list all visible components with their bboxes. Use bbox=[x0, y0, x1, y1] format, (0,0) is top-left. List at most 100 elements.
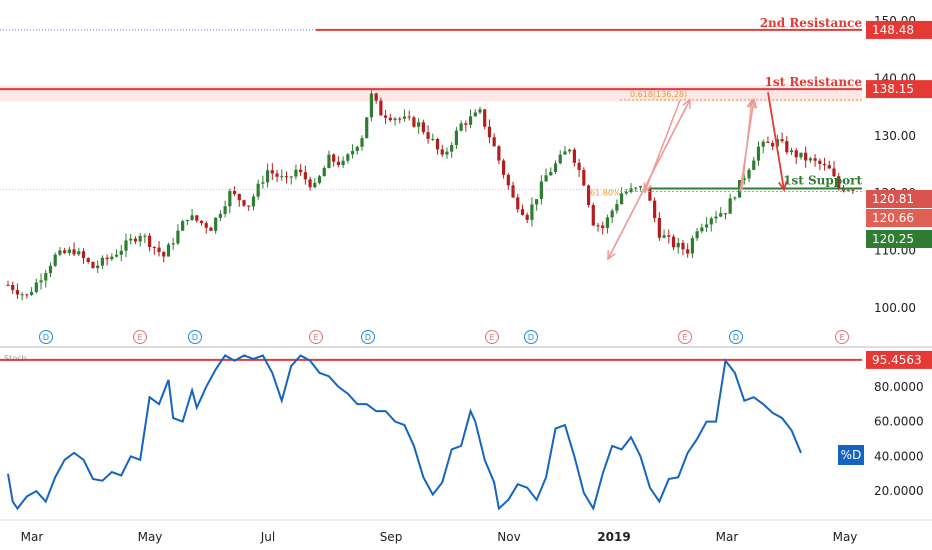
candle-body bbox=[714, 216, 718, 219]
candle-body bbox=[417, 122, 421, 127]
candle-body bbox=[577, 162, 581, 170]
event-marker bbox=[485, 330, 499, 344]
candle-body bbox=[313, 182, 317, 188]
event-marker bbox=[524, 330, 538, 344]
candle-body bbox=[487, 126, 492, 138]
candle-body bbox=[317, 176, 322, 183]
candle-body bbox=[742, 178, 746, 180]
candle-body bbox=[176, 230, 180, 244]
candle-body bbox=[336, 161, 340, 166]
candle-body bbox=[280, 176, 284, 178]
resistance-zone bbox=[0, 85, 862, 102]
arrow-projected-up-b-head bbox=[746, 98, 756, 109]
candle-body bbox=[511, 185, 515, 198]
candle-body bbox=[827, 165, 831, 169]
stoch-axis-tick: 80.0000 bbox=[874, 380, 924, 394]
candle-body bbox=[549, 171, 553, 176]
candle-body bbox=[780, 139, 784, 142]
candle-body bbox=[44, 273, 48, 281]
stoch-level-badge: 95.4563 bbox=[872, 353, 922, 367]
candle-body bbox=[719, 213, 723, 217]
badge-price-b-bg bbox=[866, 209, 932, 227]
candle-body bbox=[440, 149, 444, 155]
candle-body bbox=[553, 163, 558, 172]
candle-body bbox=[384, 115, 388, 118]
candle-body bbox=[653, 200, 657, 219]
badge-price-a: 120.81 bbox=[872, 192, 914, 206]
candle-body bbox=[516, 197, 520, 210]
candle-body bbox=[209, 227, 213, 231]
candle-body bbox=[756, 146, 761, 161]
candle-body bbox=[723, 213, 728, 215]
candle-body bbox=[402, 116, 407, 119]
candle-body bbox=[166, 244, 171, 257]
candle-body bbox=[6, 284, 10, 286]
candle-body bbox=[322, 168, 326, 177]
candle-body bbox=[48, 265, 53, 274]
candle-body bbox=[204, 223, 208, 228]
candle-body bbox=[563, 151, 567, 155]
badge-2nd-resistance-bg bbox=[866, 20, 932, 39]
candle-body bbox=[506, 174, 510, 186]
candle-body bbox=[365, 117, 369, 139]
candle-body bbox=[700, 227, 704, 232]
fib-label-upper: 0.618(136.28) bbox=[630, 90, 687, 99]
candle-body bbox=[228, 190, 232, 207]
candle-body bbox=[426, 132, 430, 139]
candle-body bbox=[119, 250, 123, 255]
candle-body bbox=[572, 149, 576, 163]
stoch-axis-tick: 40.0000 bbox=[874, 449, 924, 463]
candle-body bbox=[256, 183, 260, 197]
badge-2nd-resistance: 148.48 bbox=[872, 23, 914, 37]
candle-body bbox=[30, 292, 34, 295]
candle-body bbox=[20, 294, 24, 296]
candle-body bbox=[303, 172, 307, 180]
candle-body bbox=[294, 169, 298, 177]
event-marker-label: E bbox=[839, 333, 844, 342]
candle-body bbox=[808, 158, 812, 161]
candle-body bbox=[704, 224, 709, 228]
event-marker bbox=[133, 330, 147, 344]
event-marker-label: D bbox=[733, 333, 739, 342]
candle-body bbox=[459, 123, 463, 131]
stoch-series-tag: %D bbox=[841, 448, 862, 462]
candle-body bbox=[648, 189, 652, 201]
candle-body bbox=[407, 116, 411, 118]
candle-body bbox=[270, 170, 274, 174]
candle-body bbox=[832, 168, 836, 177]
candle-body bbox=[624, 192, 628, 194]
candle-body bbox=[332, 154, 336, 162]
candle-body bbox=[620, 193, 624, 205]
stoch-title: Stoch bbox=[4, 354, 27, 363]
arrow-rally-down-a-head bbox=[607, 250, 616, 261]
candle-body bbox=[676, 242, 680, 248]
event-marker bbox=[729, 330, 743, 344]
candle-body bbox=[804, 152, 808, 161]
event-marker-label: E bbox=[313, 333, 318, 342]
candle-body bbox=[591, 205, 595, 226]
arrow-pullback-head bbox=[643, 182, 653, 194]
x-axis-tick: Nov bbox=[497, 530, 520, 544]
candle-body bbox=[483, 109, 487, 127]
candle-body bbox=[681, 242, 685, 250]
candle-body bbox=[752, 160, 756, 170]
candle-body bbox=[299, 169, 303, 173]
candle-body bbox=[747, 169, 751, 179]
candle-body bbox=[766, 141, 770, 143]
candle-body bbox=[468, 116, 473, 125]
candle-body bbox=[695, 231, 699, 239]
candle-body bbox=[525, 214, 529, 220]
candle-body bbox=[67, 249, 71, 253]
candle-body bbox=[544, 175, 548, 182]
candle-body bbox=[15, 290, 20, 295]
badge-price-a-bg bbox=[866, 190, 932, 208]
x-axis-tick: Mar bbox=[716, 530, 739, 544]
candle-body bbox=[232, 190, 237, 195]
candle-body bbox=[657, 218, 661, 238]
candle-body bbox=[539, 181, 543, 200]
x-axis-tick: May bbox=[833, 530, 858, 544]
candle-body bbox=[346, 154, 350, 161]
candle-body bbox=[690, 238, 694, 254]
candle-body bbox=[171, 243, 175, 245]
x-axis-tick: 2019 bbox=[597, 530, 630, 544]
